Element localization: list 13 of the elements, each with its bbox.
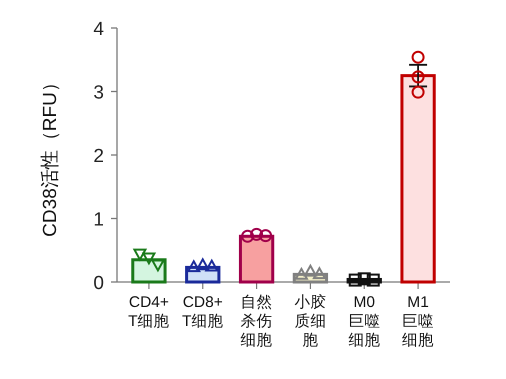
y-tick-label: 4 (93, 19, 104, 40)
x-tick-label: M0巨噬细胞 (348, 294, 380, 349)
x-tick-label: 自然杀伤细胞 (240, 293, 273, 349)
x-tick-label: M1巨噬细胞 (402, 294, 434, 349)
y-tick-label: 1 (93, 210, 104, 230)
y-axis-title: CD38活性（RFU） (40, 73, 61, 237)
x-tick-label: CD4+ T细胞 (128, 294, 170, 330)
y-tick-label: 0 (93, 273, 104, 294)
x-tick-label: CD8+ T细胞 (182, 294, 224, 330)
x-tick-label: 小胶质细胞 (294, 293, 326, 349)
y-tick-label: 3 (93, 82, 104, 104)
bar (400, 74, 436, 284)
y-tick-label: 2 (93, 146, 104, 167)
